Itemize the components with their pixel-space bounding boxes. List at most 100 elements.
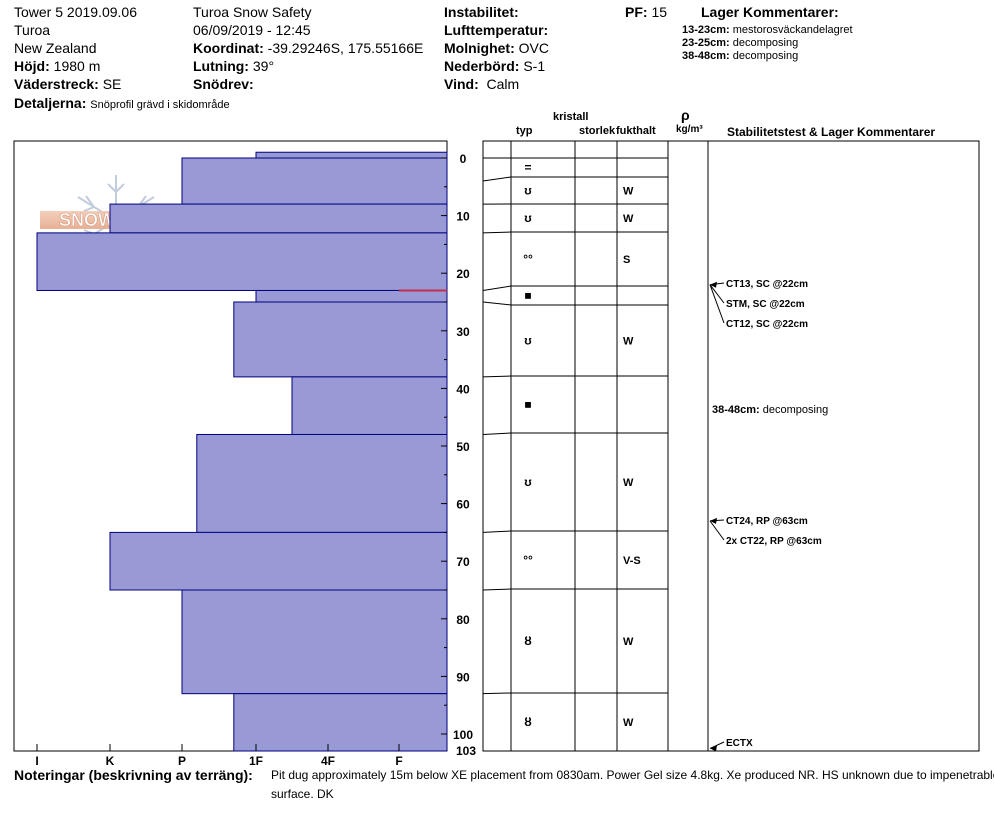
precip-value: S-1 (523, 58, 546, 74)
hardness-bar (109, 203, 448, 234)
details-value: Snöprofil grävd i skidområde (90, 99, 230, 111)
notes-label: Noteringar (beskrivning av terräng): (14, 767, 253, 783)
depth-tick-label: 70 (456, 555, 470, 569)
grain-type-symbol: ʊ (524, 334, 532, 348)
pf-label: PF: (625, 4, 648, 20)
instability-row: Instabilitet: (444, 5, 519, 19)
depth-tick-label: 80 (456, 613, 470, 627)
layer-comment-text: decomposing (732, 50, 799, 62)
depth-bottom-label: 103 (456, 744, 476, 758)
moisture-value: W (623, 213, 634, 225)
pf-value: 15 (651, 4, 668, 20)
stability-comment-range: 38-48cm: (712, 404, 760, 416)
depth-tick-label: 20 (456, 267, 470, 281)
depth-tick-label: 100 (453, 728, 473, 742)
details-row: Detaljerna: Snöprofil grävd i skidområde (14, 96, 230, 111)
hardness-tick-label: P (178, 754, 186, 768)
location-country: New Zealand (14, 40, 97, 56)
depth-tick-label: 60 (456, 498, 470, 512)
stability-comment-text: decomposing (760, 404, 829, 416)
aspect-row: Väderstreck: SE (14, 77, 121, 91)
stability-pointer (709, 520, 725, 541)
stability-pointer (709, 284, 725, 324)
elevation-value: 1980 m (53, 58, 101, 74)
layer-connector (482, 285, 512, 291)
moisture-value: S (623, 254, 630, 266)
precip-row: Nederbörd: S-1 (444, 59, 545, 73)
stability-test-label: 2x CT22, RP @63cm (726, 536, 822, 547)
precip-label: Nederbörd: (444, 58, 520, 74)
col-crystal-header: kristall (553, 111, 589, 123)
layer-connector (482, 301, 512, 306)
layer-connector (482, 432, 512, 435)
drift-label: Snödrev: (193, 76, 254, 92)
col-size-header: storlek (579, 125, 616, 137)
slope-value: 39° (252, 58, 275, 74)
stability-test-label: CT13, SC @22cm (726, 279, 808, 290)
hardness-tick-label: 4F (321, 754, 335, 768)
hardness-bar (36, 232, 448, 291)
wind-label: Vind: (444, 76, 479, 92)
coordinate-row: Koordinat: -39.29246S, 175.55166E (193, 41, 423, 55)
stability-test-label: CT24, RP @63cm (726, 516, 808, 527)
notes-line-2: surface. DK (271, 787, 334, 801)
grain-type-symbol: ȣ (524, 715, 532, 729)
pf-row: PF: 15 (625, 5, 667, 19)
grain-type-symbol: ʊ (524, 211, 532, 225)
layer-comment-range: 23-25cm: (682, 37, 730, 49)
depth-tick-label: 10 (456, 210, 470, 224)
hardness-bar (196, 433, 448, 533)
coordinate-label: Koordinat: (193, 40, 264, 56)
hardness-tick-label: I (35, 754, 38, 768)
stability-arrowhead (710, 745, 717, 752)
wind-row: Vind: Calm (444, 77, 519, 91)
notes-line-1: Pit dug approximately 15m below XE place… (271, 768, 994, 782)
stability-arrowhead (710, 281, 717, 288)
coordinate-value: -39.29246S, 175.55166E (267, 40, 424, 56)
hardness-bar (181, 589, 448, 695)
stability-pointer (709, 741, 725, 749)
layer-connector (482, 588, 512, 591)
hardness-bar (291, 376, 448, 435)
instability-label: Instabilitet: (444, 4, 519, 20)
depth-tick-label: 50 (456, 440, 470, 454)
layer-connector (482, 692, 512, 695)
hardness-bar (255, 151, 448, 159)
aspect-value: SE (102, 76, 122, 92)
depth-tick-label: 90 (456, 670, 470, 684)
airtemp-label: Lufttemperatur: (444, 22, 549, 38)
layer-connector (482, 530, 512, 533)
layer-comment-text: decomposing (732, 37, 799, 49)
grain-type-symbol: ʊ (524, 184, 532, 198)
grain-type-symbol: °° (523, 553, 533, 567)
col-density-unit: kg/m³ (676, 124, 703, 135)
grain-type-symbol: °° (523, 252, 533, 266)
profile-title: Tower 5 2019.09.06 (14, 4, 137, 20)
observation-datetime: 06/09/2019 - 12:45 (193, 22, 311, 38)
elevation-label: Höjd: (14, 58, 50, 74)
drift-row: Snödrev: (193, 77, 254, 91)
stability-test-label: ECTX (726, 738, 753, 749)
layer-comments-title: Lager Kommentarer: (701, 4, 839, 20)
stability-frame (707, 140, 980, 752)
wind-value: Calm (486, 76, 520, 92)
layer-comment: 13-23cm: mestorosväckandelagret (682, 25, 853, 36)
aspect-label: Väderstreck: (14, 76, 99, 92)
layer-comment-range: 13-23cm: (682, 24, 730, 36)
hardness-bar (233, 301, 448, 378)
details-label: Detaljerna: (14, 95, 87, 111)
stability-test-label: STM, SC @22cm (726, 299, 805, 310)
moisture-value: W (623, 336, 634, 348)
grain-type-symbol: ■ (524, 289, 531, 303)
hardness-bar (181, 157, 448, 205)
depth-tick-label: 0 (460, 152, 467, 166)
hardness-tick-label: F (395, 754, 402, 768)
slope-label: Lutning: (193, 58, 249, 74)
col-type-header: typ (516, 125, 533, 137)
layer-comment-text: mestorosväckandelagret (732, 24, 853, 36)
sky-row: Molnighet: OVC (444, 41, 549, 55)
hardness-tick-label: 1F (249, 754, 263, 768)
hardness-tick-label: K (106, 754, 115, 768)
sky-value: OVC (518, 40, 549, 56)
